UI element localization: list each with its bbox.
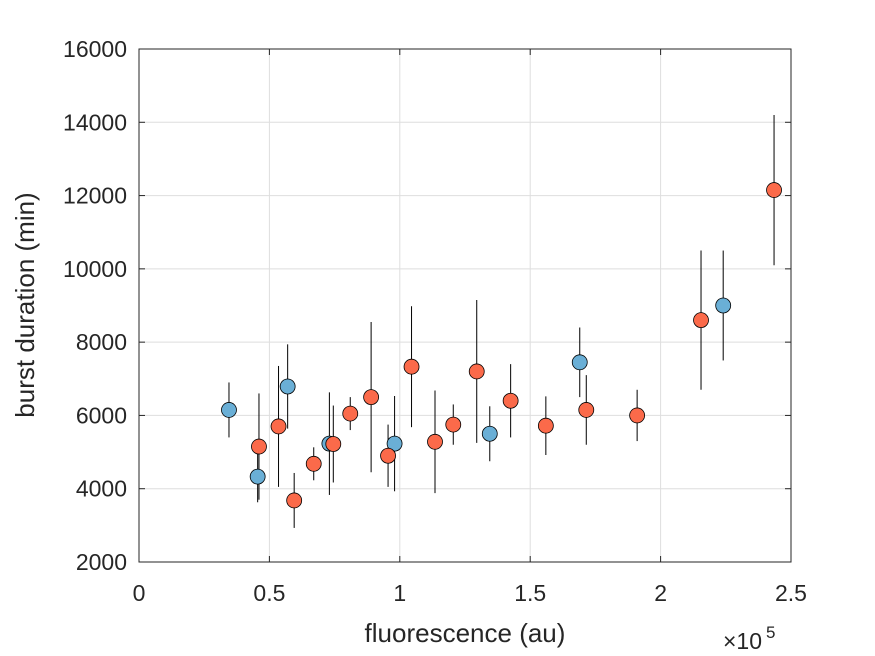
y-tick-label: 16000	[63, 36, 127, 62]
data-point	[325, 436, 342, 452]
data-points	[221, 182, 782, 509]
x-axis-multiplier-base: ×10	[723, 628, 762, 654]
x-tick-label: 1.5	[514, 580, 546, 606]
data-point	[403, 358, 420, 375]
data-point	[221, 402, 237, 418]
x-tick-label: 2	[654, 580, 667, 606]
tick-labels: 0 0.5 1 1.5 2 2.5 2000 4000 6000 8000 10000 12000 14…	[63, 36, 807, 606]
data-point	[571, 354, 588, 371]
axis-ticks	[138, 48, 792, 563]
data-point	[270, 418, 287, 435]
data-point	[629, 407, 646, 424]
x-tick-label: 2.5	[775, 580, 807, 606]
x-tick-label: 0	[133, 580, 146, 606]
y-tick-label: 4000	[76, 476, 127, 502]
y-tick-label: 12000	[63, 183, 127, 209]
data-point	[305, 455, 322, 472]
data-point	[715, 297, 732, 314]
data-point	[427, 433, 443, 450]
data-point	[766, 182, 782, 198]
data-point	[249, 468, 266, 485]
data-point	[693, 312, 709, 329]
x-axis-multiplier: ×10 5	[723, 623, 775, 654]
data-point	[342, 405, 359, 422]
y-tick-label: 8000	[76, 329, 127, 355]
data-point	[363, 389, 380, 406]
data-point	[481, 425, 498, 442]
data-point	[251, 438, 267, 455]
y-tick-label: 2000	[76, 549, 127, 575]
y-tick-label: 10000	[63, 256, 127, 282]
data-point	[286, 492, 303, 509]
x-axis-multiplier-exponent: 5	[766, 623, 775, 642]
x-tick-label: 0.5	[253, 580, 285, 606]
y-axis-label: burst duration (min)	[10, 192, 40, 417]
data-point	[578, 402, 595, 418]
data-point	[445, 416, 462, 433]
data-point	[468, 363, 485, 380]
plot-area	[139, 49, 791, 562]
data-point	[380, 447, 396, 464]
data-point	[386, 435, 403, 452]
y-tick-label: 14000	[63, 109, 127, 135]
x-tick-label: 1	[393, 580, 406, 606]
y-tick-label: 6000	[76, 402, 127, 428]
plot-frame	[138, 48, 792, 563]
data-point	[502, 392, 519, 409]
data-point	[279, 378, 296, 395]
data-point	[537, 417, 554, 434]
x-axis-label: fluorescence (au)	[365, 618, 566, 648]
